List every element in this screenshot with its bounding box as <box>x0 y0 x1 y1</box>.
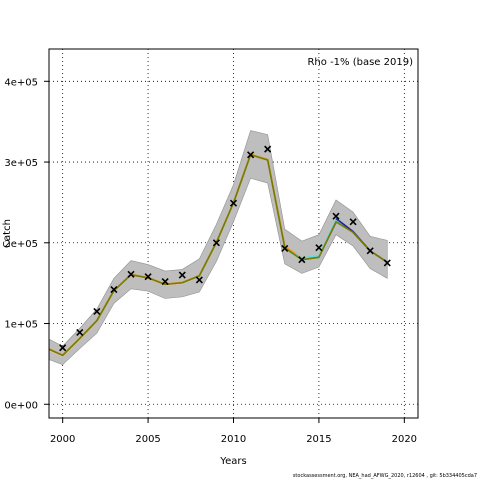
x-axis-title: Years <box>219 456 246 467</box>
observation-marker <box>383 259 391 267</box>
y-axis: 0e+00 1e+05 2e+05 3e+05 4e+05 <box>4 77 49 411</box>
rho-annotation: Rho -1% (base 2019) <box>307 57 413 68</box>
y-tick-label: 3e+05 <box>4 158 38 169</box>
x-tick-label: 2010 <box>221 434 246 445</box>
observation-marker <box>349 218 357 226</box>
y-tick-label: 0e+00 <box>4 400 38 411</box>
observation-marker <box>332 212 340 220</box>
observation-marker <box>110 286 118 294</box>
observation-marker <box>93 307 101 315</box>
x-tick-label: 2015 <box>306 434 331 445</box>
y-tick-label: 2e+05 <box>4 239 38 250</box>
observation-marker <box>281 244 289 253</box>
x-axis: 2000 2005 2010 2015 2020 <box>50 418 417 445</box>
observation-marker <box>229 199 238 207</box>
observation-marker <box>366 247 374 255</box>
y-tick-label: 1e+05 <box>4 320 38 331</box>
observation-marker <box>59 344 67 352</box>
x-tick-label: 2000 <box>50 434 75 445</box>
observation-marker <box>127 270 135 278</box>
observation-marker <box>298 256 306 264</box>
observation-marker <box>247 151 255 159</box>
observation-marker <box>315 244 323 252</box>
observation-marker <box>76 328 84 336</box>
observation-points <box>59 145 391 352</box>
grid <box>49 49 418 418</box>
observation-marker <box>178 271 186 279</box>
ci-band-polygon <box>49 130 388 366</box>
ci-band <box>49 130 388 366</box>
footer-credit: stockassessment.org, NEA_had_AFWG_2020, … <box>292 473 477 479</box>
x-tick-label: 2005 <box>135 434 160 445</box>
y-tick-label: 4e+05 <box>4 77 38 88</box>
x-tick-label: 2020 <box>392 434 417 445</box>
y-axis-title: Catch <box>2 219 13 248</box>
observation-marker <box>264 145 272 153</box>
retro-series-line-2 <box>49 153 286 356</box>
observation-marker <box>195 276 203 284</box>
observation-marker <box>144 273 152 281</box>
observation-marker <box>212 239 220 247</box>
observation-marker <box>161 277 169 286</box>
